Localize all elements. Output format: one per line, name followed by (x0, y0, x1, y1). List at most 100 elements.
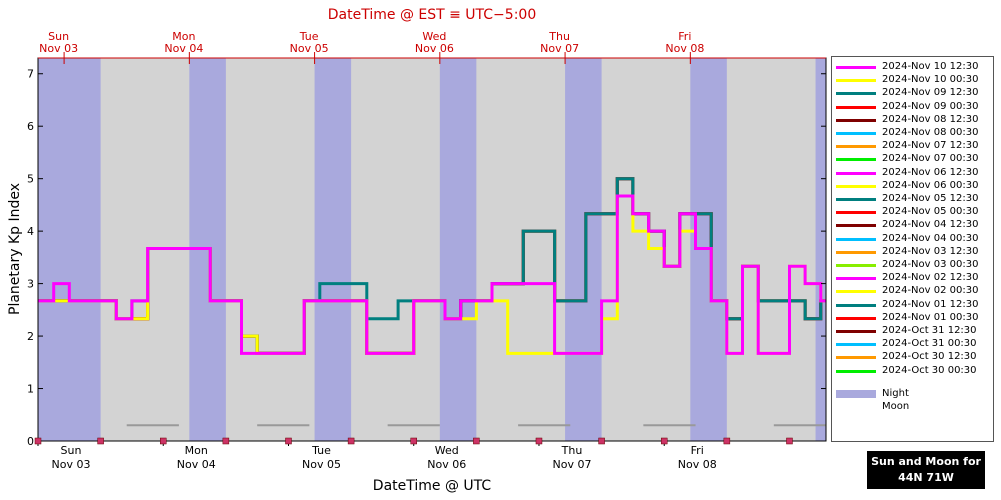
bottom-date-label-1: Nov 04 (177, 458, 216, 471)
midnight-marker-2 (159, 437, 167, 445)
midnight-marker-11 (723, 437, 731, 445)
night-band-2 (314, 58, 352, 441)
midnight-marker-7 (473, 437, 480, 445)
bottom-date-label-5: Nov 08 (678, 458, 717, 471)
bottom-date-label-0: Nov 03 (52, 458, 91, 471)
top-day-label-3: Wed (422, 30, 446, 43)
legend-label-16: 2024-Nov 02 12:30 (882, 272, 979, 284)
top-date-label-3: Nov 06 (415, 42, 454, 55)
legend-swatch-25 (836, 403, 876, 411)
night-band-0 (38, 58, 101, 441)
night-band-3 (439, 58, 477, 441)
legend-label-13: 2024-Nov 04 00:30 (882, 232, 979, 244)
top-date-label-5: Nov 08 (665, 42, 704, 55)
top-day-label-4: Thu (548, 30, 570, 43)
top-day-label-2: Tue (299, 30, 319, 43)
legend-swatch-18 (836, 303, 876, 307)
legend-label-6: 2024-Nov 07 12:30 (882, 140, 979, 152)
legend-label-18: 2024-Nov 01 12:30 (882, 298, 979, 310)
legend-label-25: Moon (882, 401, 910, 412)
chart-title: DateTime @ EST ≡ UTC−5:00 (328, 7, 536, 23)
legend-swatch-12 (836, 224, 876, 228)
legend-label-12: 2024-Nov 04 12:30 (882, 219, 979, 231)
sun-moon-badge: Sun and Moon for 44N 71W (867, 451, 985, 489)
top-day-label-0: Sun (48, 30, 69, 43)
legend-swatch-1 (836, 79, 876, 83)
legend-swatch-21 (836, 343, 876, 347)
legend-label-14: 2024-Nov 03 12:30 (882, 245, 979, 257)
night-band-6 (815, 58, 826, 441)
legend-swatch-10 (836, 198, 876, 201)
legend-swatch-11 (836, 211, 876, 215)
legend-swatch-17 (836, 290, 876, 294)
legend-label-11: 2024-Nov 05 00:30 (882, 206, 979, 218)
legend-label-10: 2024-Nov 05 12:30 (882, 193, 979, 204)
midnight-marker-8 (535, 437, 543, 445)
legend-label-7: 2024-Nov 07 00:30 (882, 153, 979, 165)
y-tick-label-7: 7 (27, 68, 34, 81)
legend-label-1: 2024-Nov 10 00:30 (882, 74, 979, 86)
legend-label-19: 2024-Nov 01 00:30 (882, 311, 979, 323)
kp-series-lines (38, 177, 826, 355)
y-tick-labels: 0 1 2 3 4 5 6 7 (27, 68, 826, 448)
bottom-day-label-5: Fri (691, 444, 704, 457)
legend-swatch-7 (836, 158, 876, 162)
series-line-2024-nov-10-12-30 (38, 194, 826, 355)
y-tick-label-1: 1 (27, 383, 34, 396)
y-tick-label-4: 4 (27, 225, 34, 238)
legend-swatch-5 (836, 132, 876, 135)
legend-label-17: 2024-Nov 02 00:30 (882, 285, 979, 297)
top-date-label-0: Nov 03 (39, 42, 78, 55)
legend-label-3: 2024-Nov 09 00:30 (882, 100, 979, 112)
top-day-label-1: Mon (172, 30, 195, 43)
legend-swatch-14 (836, 250, 876, 254)
legend-swatch-13 (836, 237, 876, 241)
sun-moon-line1: Sun and Moon for (871, 455, 981, 468)
midnight-markers (34, 437, 793, 445)
y-tick-label-5: 5 (27, 173, 34, 186)
legend-swatch-4 (836, 118, 876, 122)
top-day-label-5: Fri (678, 30, 691, 43)
midnight-marker-12 (786, 437, 793, 445)
sun-moon-line2: 44N 71W (898, 471, 954, 484)
midnight-marker-6 (410, 437, 417, 445)
y-tick-label-0: 0 (27, 435, 34, 448)
legend-swatch-3 (836, 105, 876, 109)
legend-label-0: 2024-Nov 10 12:30 (882, 61, 979, 72)
legend-label-24: Night (882, 387, 909, 399)
midnight-marker-0 (34, 437, 42, 445)
top-date-label-1: Nov 04 (164, 42, 203, 55)
legend-label-8: 2024-Nov 06 12:30 (882, 166, 979, 178)
bottom-day-label-2: Tue (311, 444, 331, 457)
midnight-marker-4 (285, 437, 292, 445)
legend-swatch-15 (836, 264, 876, 267)
midnight-marker-1 (97, 437, 104, 445)
legend-label-21: 2024-Oct 31 00:30 (882, 338, 977, 350)
bottom-day-label-1: Mon (185, 444, 208, 457)
legend-label-5: 2024-Nov 08 00:30 (882, 127, 979, 138)
bottom-date-label-4: Nov 07 (552, 458, 591, 471)
y-tick-label-6: 6 (27, 120, 34, 133)
y-tick-label-3: 3 (27, 278, 34, 291)
midnight-marker-3 (222, 437, 230, 445)
midnight-marker-5 (347, 437, 355, 445)
legend-label-22: 2024-Oct 30 12:30 (882, 351, 977, 363)
legend-label-4: 2024-Nov 08 12:30 (882, 113, 979, 125)
legend-label-2: 2024-Nov 09 12:30 (882, 87, 979, 99)
legend-swatch-16 (836, 277, 876, 281)
night-band-4 (565, 58, 602, 441)
legend-label-23: 2024-Oct 30 00:30 (882, 364, 977, 376)
legend-label-15: 2024-Nov 03 00:30 (882, 259, 979, 270)
legend-swatch-20 (836, 330, 876, 333)
legend-label-9: 2024-Nov 06 00:30 (882, 179, 979, 191)
top-date-label-2: Nov 05 (290, 42, 329, 55)
legend-label-20: 2024-Oct 31 12:30 (882, 325, 977, 336)
legend-swatch-19 (836, 316, 876, 320)
bottom-day-label-4: Thu (561, 444, 583, 457)
legend-swatch-23 (836, 369, 876, 373)
legend-swatch-0 (836, 66, 876, 69)
legend-swatch-6 (836, 145, 876, 149)
